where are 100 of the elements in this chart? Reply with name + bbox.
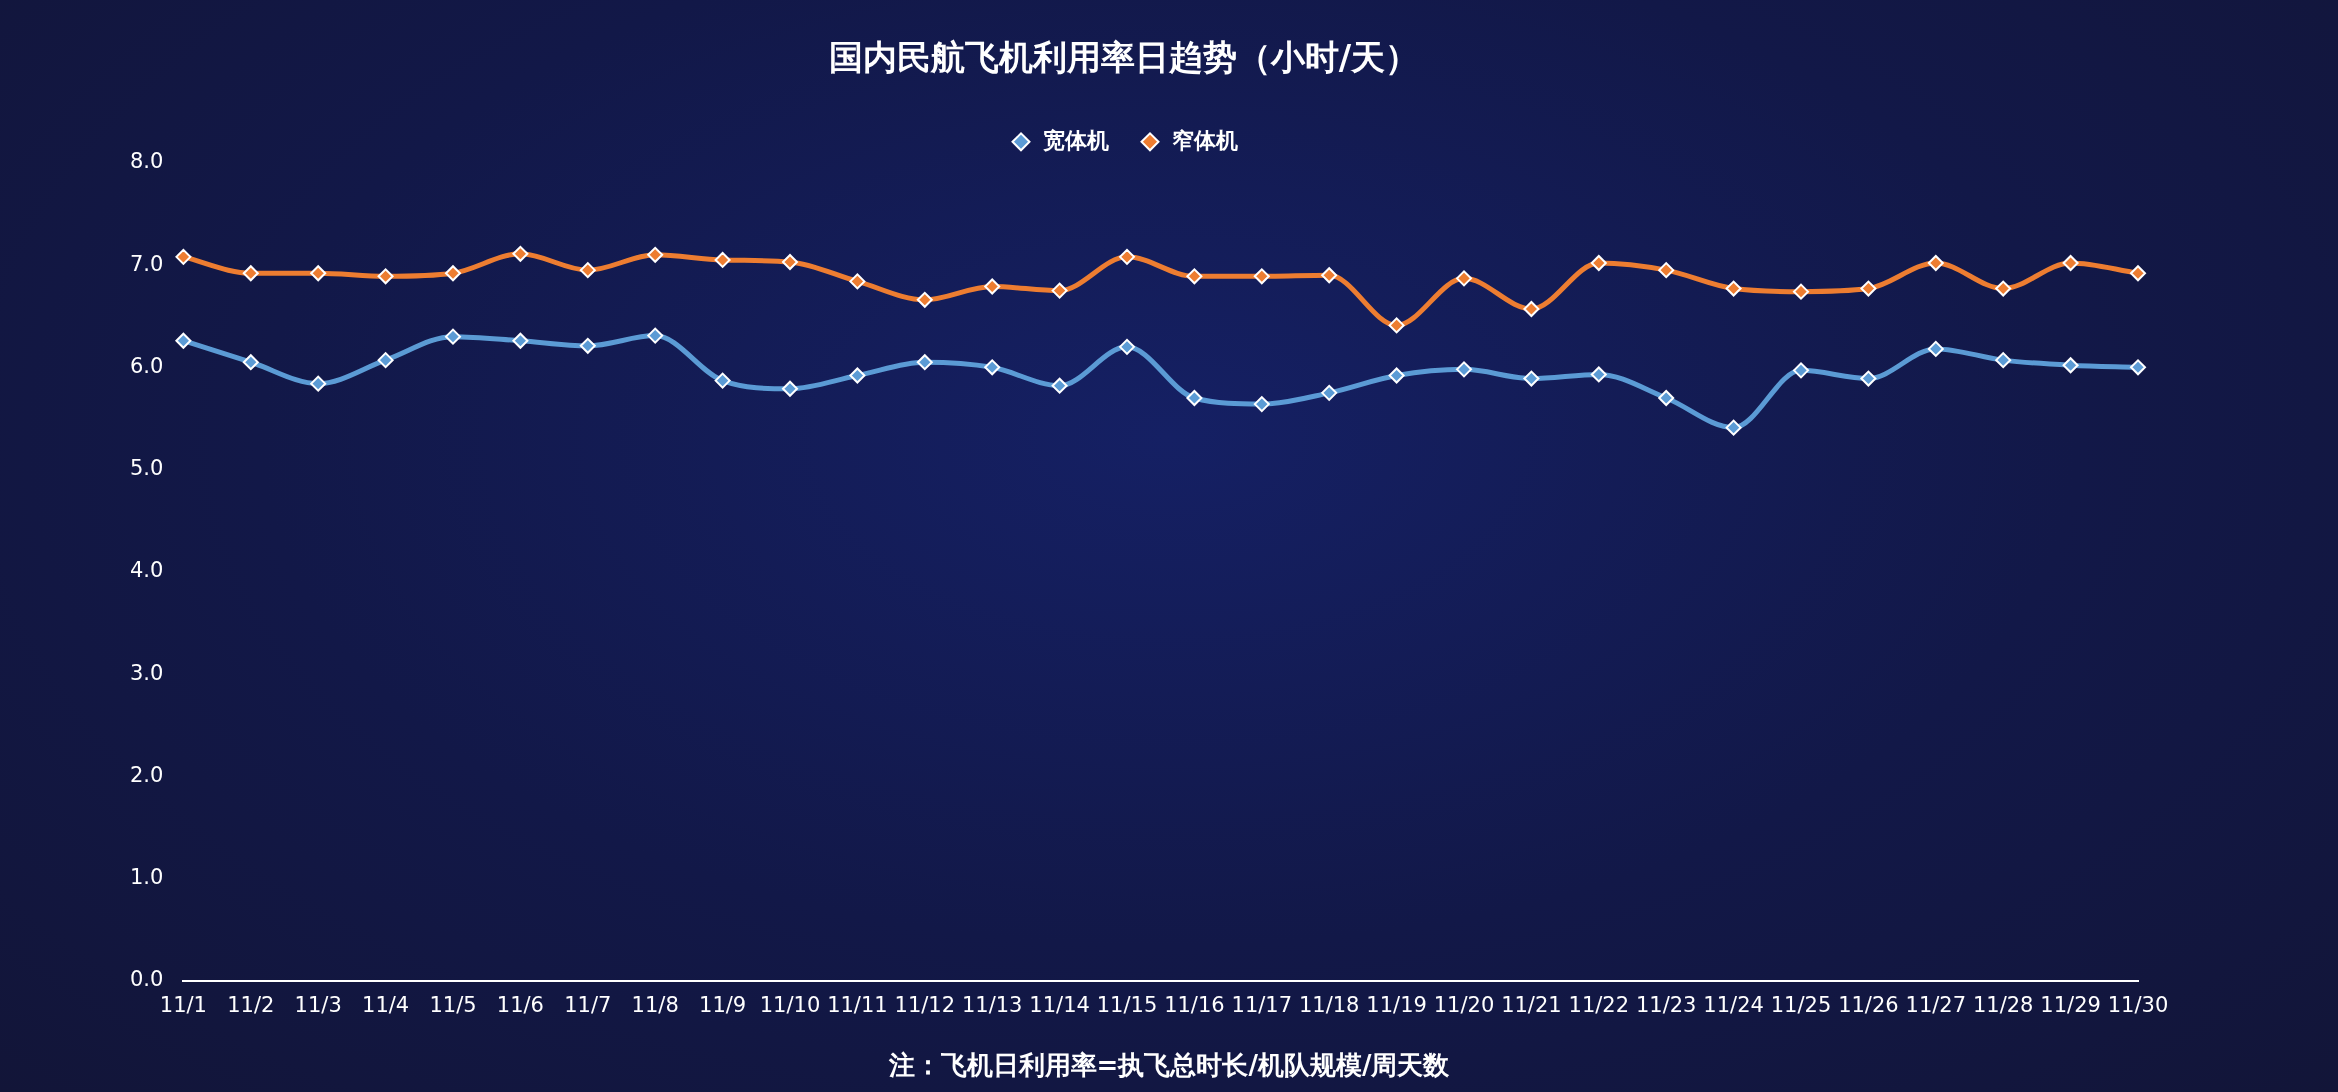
point: [1725, 419, 1742, 436]
point: [1927, 255, 1944, 272]
chart-title: 国内民航飞机利用率日趋势（小时/天）: [828, 37, 1420, 78]
point: [1253, 268, 1270, 285]
x-tick-label: 11/28: [1972, 992, 2034, 1017]
x-tick-label: 11/20: [1433, 992, 1495, 1017]
x-tick-label: 11/3: [294, 992, 342, 1017]
point: [1186, 268, 1203, 285]
point: [1119, 338, 1135, 355]
point: [1793, 283, 1809, 300]
x-tick-label: 11/15: [1096, 992, 1158, 1017]
point: [1186, 389, 1203, 406]
point: [984, 359, 1001, 376]
legend-label: 窄体机: [1172, 127, 1238, 153]
x-tick-label: 11/23: [1635, 992, 1697, 1017]
point: [1119, 248, 1135, 265]
x-tick-label: 11/12: [894, 992, 956, 1017]
x-tick-label: 11/14: [1029, 992, 1090, 1017]
point: [1321, 267, 1338, 284]
text: 注：飞机日利用率=执飞总时长/机队规模/周天数: [887, 1049, 1451, 1080]
x-tick-label: 11/5: [429, 992, 477, 1017]
point: [512, 332, 529, 349]
point: [1051, 282, 1068, 299]
y-tick-label: 3.0: [129, 660, 164, 685]
x-tick-label: 11/11: [827, 992, 888, 1017]
point: [310, 375, 327, 392]
point: [2130, 265, 2146, 282]
x-tick-label: 11/16: [1164, 992, 1225, 1017]
point: [445, 265, 461, 282]
point: [647, 327, 664, 344]
point: [242, 265, 259, 282]
point: [1658, 262, 1675, 279]
point: [377, 352, 394, 369]
point: [377, 268, 394, 285]
y-tick-label: 4.0: [129, 558, 164, 583]
point: [2062, 255, 2079, 272]
x-tick-label: 11/29: [2040, 992, 2101, 1017]
y-tick-label: 8.0: [129, 149, 164, 174]
point: [849, 367, 866, 384]
point: [1860, 370, 1877, 387]
x-tick-label: 11/9: [699, 992, 747, 1017]
y-tick-label: 0.0: [129, 967, 164, 992]
point: [1388, 367, 1405, 384]
x-tick-label: 11/18: [1298, 992, 1360, 1017]
point: [782, 380, 798, 397]
point: [984, 278, 1001, 295]
point: [175, 332, 192, 349]
y-tick-label: 1.0: [129, 865, 164, 889]
point: [1995, 352, 2012, 369]
x-tick-label: 11/1: [159, 992, 207, 1017]
point: [175, 248, 192, 265]
x-tick-label: 11/19: [1366, 992, 1427, 1017]
x-tick-label: 11/22: [1568, 992, 1630, 1017]
x-tick-label: 11/2: [227, 992, 275, 1017]
point: [1590, 255, 1607, 272]
point: [242, 354, 259, 371]
x-tick-label: 11/27: [1905, 992, 1967, 1017]
point: [579, 262, 596, 279]
point: [445, 328, 461, 345]
point: [1456, 361, 1472, 378]
x-tick-label: 11/8: [631, 992, 679, 1017]
x-tick-label: 11/6: [496, 992, 544, 1017]
point: [1388, 317, 1405, 334]
point: [512, 245, 529, 262]
point: [647, 246, 664, 263]
point: [916, 354, 933, 371]
x-tick-label: 11/26: [1838, 992, 1899, 1017]
x-tick-label: 11/13: [961, 992, 1023, 1017]
x-tick-label: 11/25: [1770, 992, 1832, 1017]
point: [1793, 362, 1809, 379]
x-tick-label: 11/17: [1231, 992, 1293, 1017]
point: [1321, 384, 1338, 401]
point: [1590, 366, 1607, 383]
y-tick-label: 5.0: [129, 456, 164, 480]
point: [1927, 340, 1944, 357]
point: [1860, 280, 1877, 297]
point: [1658, 389, 1675, 406]
point: [782, 253, 798, 270]
x-tick-label: 11/21: [1501, 992, 1562, 1017]
point: [1456, 270, 1472, 287]
point: [1523, 301, 1540, 318]
point: [1523, 370, 1540, 387]
point: [310, 265, 327, 282]
legend-label: 宽体机: [1043, 127, 1109, 153]
x-tick-label: 11/4: [362, 992, 410, 1017]
point: [2062, 357, 2079, 374]
point: [1051, 377, 1068, 394]
point: [849, 273, 866, 290]
x-tick-label: 11/10: [759, 992, 821, 1017]
point: [714, 372, 731, 389]
point: [714, 251, 731, 268]
x-tick-label: 11/30: [2107, 992, 2169, 1017]
point: [916, 291, 933, 308]
y-tick-label: 7.0: [129, 251, 164, 276]
y-tick-label: 6.0: [129, 353, 164, 378]
point: [1995, 280, 2012, 297]
x-tick-label: 11/7: [564, 992, 612, 1017]
point: [579, 337, 596, 354]
point: [1725, 280, 1742, 297]
x-tick-label: 11/24: [1703, 992, 1764, 1017]
